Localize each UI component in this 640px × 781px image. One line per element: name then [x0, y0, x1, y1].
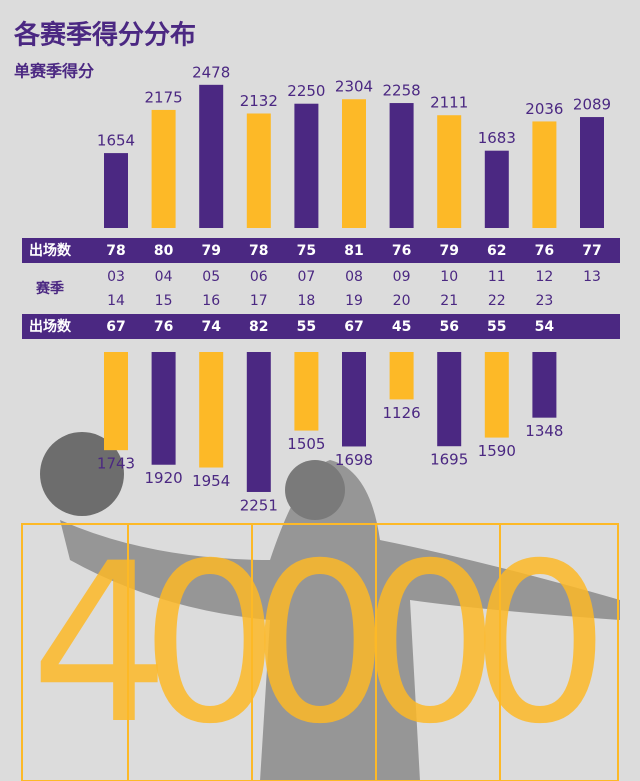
bar — [246, 113, 271, 228]
value-label: 1695 — [430, 451, 468, 469]
games-value: 79 — [439, 243, 458, 259]
season-label: 08 — [345, 269, 363, 285]
digit-box — [499, 523, 619, 781]
season-label: 06 — [250, 269, 268, 285]
bar — [151, 109, 176, 228]
bar — [532, 352, 557, 418]
bar — [484, 150, 509, 228]
games-value: 45 — [392, 319, 411, 335]
season-label: 07 — [297, 269, 315, 285]
games-value: 62 — [487, 243, 506, 259]
bar — [294, 103, 319, 228]
games-value: 75 — [297, 243, 316, 259]
season-label: 赛季 — [35, 280, 64, 297]
games-value: 56 — [439, 319, 458, 335]
value-label: 1126 — [383, 404, 421, 422]
games-value: 81 — [344, 243, 363, 259]
bar — [294, 352, 319, 431]
bar — [437, 115, 462, 228]
value-label: 1920 — [145, 469, 183, 487]
season-label: 18 — [297, 293, 315, 309]
games-value: 67 — [344, 319, 363, 335]
games-value: 76 — [392, 243, 411, 259]
season-label: 14 — [107, 293, 125, 309]
bar — [342, 352, 366, 447]
season-label: 13 — [583, 269, 601, 285]
bar — [389, 352, 414, 400]
bar — [342, 99, 366, 229]
season-label: 10 — [440, 269, 458, 285]
player-silhouette — [60, 460, 620, 781]
value-label: 2111 — [430, 94, 468, 112]
value-label: 2132 — [240, 92, 278, 110]
games-value: 82 — [249, 319, 268, 335]
basketball — [40, 432, 124, 516]
value-label: 2036 — [525, 100, 563, 118]
bar — [437, 352, 462, 447]
value-label: 2304 — [335, 78, 373, 96]
games-value: 77 — [582, 243, 601, 259]
bar — [104, 153, 128, 228]
bar — [151, 352, 176, 465]
bar — [532, 121, 557, 228]
player-photo — [40, 432, 620, 781]
value-label: 2478 — [192, 63, 230, 81]
season-label: 05 — [202, 269, 220, 285]
value-label: 1654 — [97, 132, 135, 150]
season-label: 03 — [107, 269, 125, 285]
season-label: 19 — [345, 293, 363, 309]
value-label: 2251 — [240, 496, 278, 514]
value-label: 1348 — [525, 422, 563, 440]
value-label: 1954 — [192, 472, 230, 490]
value-label: 2175 — [145, 88, 183, 106]
games-band — [22, 238, 620, 263]
value-label: 1743 — [97, 455, 135, 473]
player-head — [285, 460, 345, 520]
games-value: 55 — [297, 319, 316, 335]
season-label: 23 — [535, 293, 553, 309]
season-label: 12 — [535, 269, 553, 285]
value-label: 2250 — [287, 82, 325, 100]
value-label: 1505 — [287, 435, 325, 453]
value-label: 1698 — [335, 451, 373, 469]
bar — [199, 84, 224, 228]
big-number-boxes — [21, 523, 619, 781]
season-label: 21 — [440, 293, 458, 309]
bar — [246, 352, 271, 492]
season-label: 17 — [250, 293, 268, 309]
value-label: 2258 — [383, 82, 421, 100]
value-label: 1683 — [478, 129, 516, 147]
games-value: 78 — [106, 243, 125, 259]
bar — [484, 352, 509, 438]
games-band — [22, 314, 620, 339]
bar — [389, 103, 414, 228]
season-label: 22 — [488, 293, 506, 309]
subtitle: 单赛季得分 — [14, 62, 94, 81]
season-label: 04 — [155, 269, 173, 285]
games-value: 67 — [106, 319, 125, 335]
games-value: 78 — [249, 243, 268, 259]
value-label: 2089 — [573, 96, 611, 114]
games-value: 80 — [154, 243, 174, 259]
title: 各赛季得分分布 — [13, 20, 196, 51]
games-value: 55 — [487, 319, 506, 335]
season-label: 11 — [488, 269, 506, 285]
games-label: 出场数 — [29, 318, 72, 335]
season-label: 16 — [202, 293, 220, 309]
bar — [199, 352, 224, 468]
games-value: 54 — [535, 319, 555, 335]
big-number: 40000 — [30, 516, 610, 772]
value-label: 1590 — [478, 442, 516, 460]
bar — [104, 352, 128, 451]
season-label: 15 — [155, 293, 173, 309]
games-value: 76 — [535, 243, 554, 259]
games-label: 出场数 — [29, 242, 72, 259]
bar — [580, 117, 604, 228]
games-value: 74 — [201, 319, 221, 335]
games-value: 79 — [201, 243, 220, 259]
games-value: 76 — [154, 319, 173, 335]
season-label: 09 — [393, 269, 411, 285]
season-label: 20 — [393, 293, 411, 309]
